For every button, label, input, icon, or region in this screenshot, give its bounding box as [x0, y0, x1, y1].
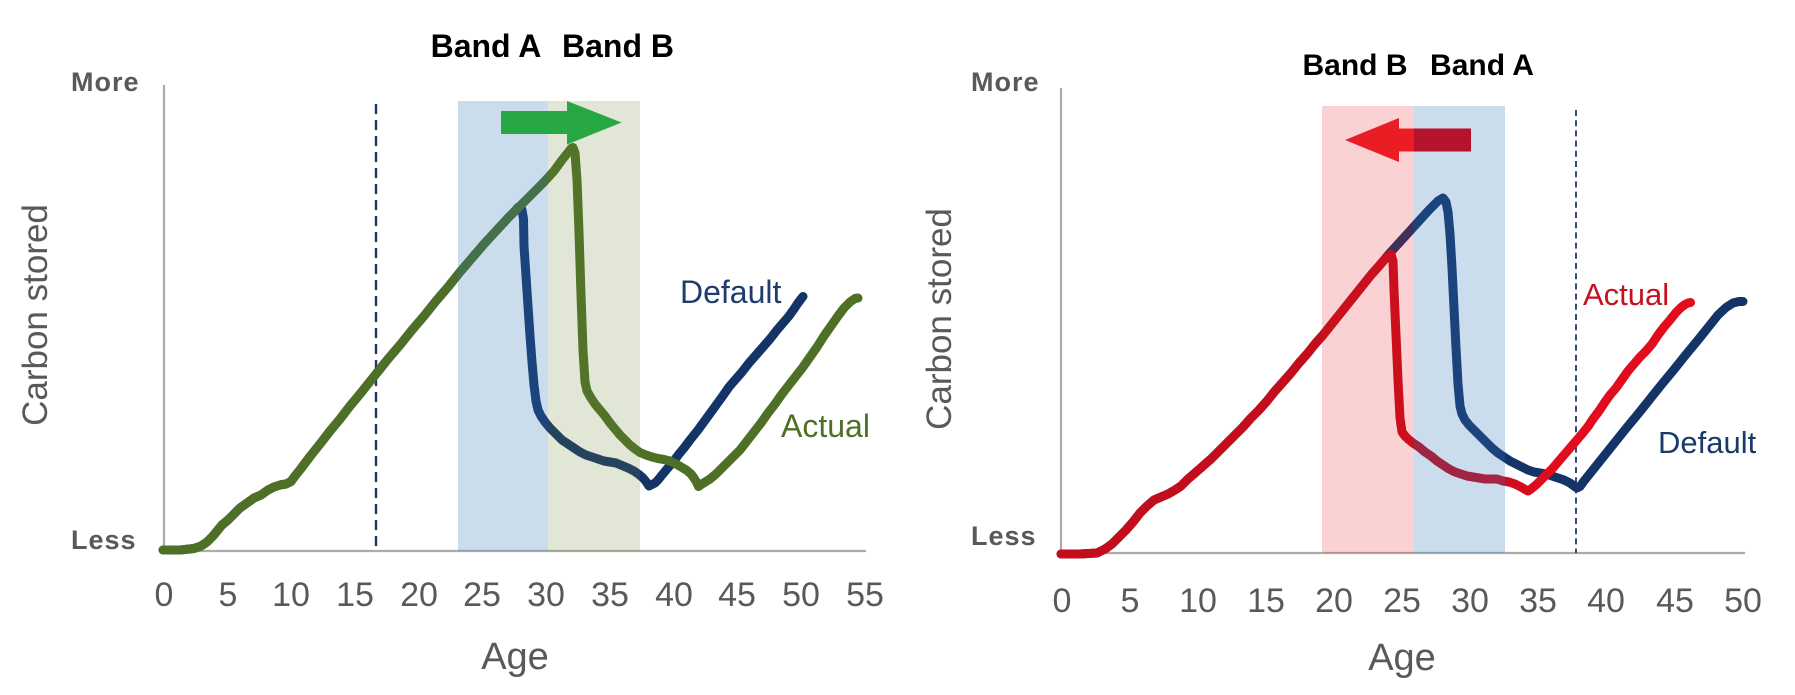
svg-text:More: More	[971, 67, 1040, 97]
svg-text:Band A: Band A	[1430, 49, 1534, 82]
svg-text:15: 15	[336, 576, 374, 614]
svg-text:More: More	[71, 67, 140, 97]
svg-text:Actual: Actual	[1583, 277, 1669, 312]
svg-text:Default: Default	[680, 274, 782, 310]
svg-text:35: 35	[1519, 582, 1557, 620]
svg-text:Age: Age	[481, 636, 549, 678]
svg-text:10: 10	[1179, 582, 1217, 620]
svg-text:Less: Less	[971, 521, 1037, 551]
svg-text:5: 5	[219, 576, 238, 614]
svg-text:35: 35	[591, 576, 629, 614]
svg-text:20: 20	[400, 576, 438, 614]
svg-text:40: 40	[655, 576, 693, 614]
svg-text:40: 40	[1587, 582, 1625, 620]
svg-text:45: 45	[718, 576, 756, 614]
svg-text:10: 10	[272, 576, 310, 614]
svg-text:30: 30	[1451, 582, 1489, 620]
svg-text:Age: Age	[1368, 637, 1436, 679]
svg-text:50: 50	[782, 576, 820, 614]
svg-text:5: 5	[1121, 582, 1140, 620]
svg-text:55: 55	[846, 576, 884, 614]
svg-text:30: 30	[527, 576, 565, 614]
svg-text:Default: Default	[1658, 425, 1757, 460]
svg-text:Carbon stored: Carbon stored	[920, 208, 959, 430]
svg-text:Carbon stored: Carbon stored	[16, 204, 55, 426]
svg-text:25: 25	[1383, 582, 1421, 620]
svg-text:15: 15	[1247, 582, 1285, 620]
svg-text:Band B: Band B	[562, 28, 674, 64]
svg-text:0: 0	[1053, 582, 1072, 620]
svg-text:0: 0	[155, 576, 174, 614]
svg-text:45: 45	[1656, 582, 1694, 620]
svg-text:Band A: Band A	[431, 28, 542, 64]
svg-text:Less: Less	[71, 525, 137, 555]
svg-text:20: 20	[1315, 582, 1353, 620]
svg-text:Actual: Actual	[781, 408, 870, 444]
svg-text:25: 25	[463, 576, 501, 614]
svg-text:50: 50	[1724, 582, 1762, 620]
svg-text:Band B: Band B	[1303, 49, 1408, 82]
